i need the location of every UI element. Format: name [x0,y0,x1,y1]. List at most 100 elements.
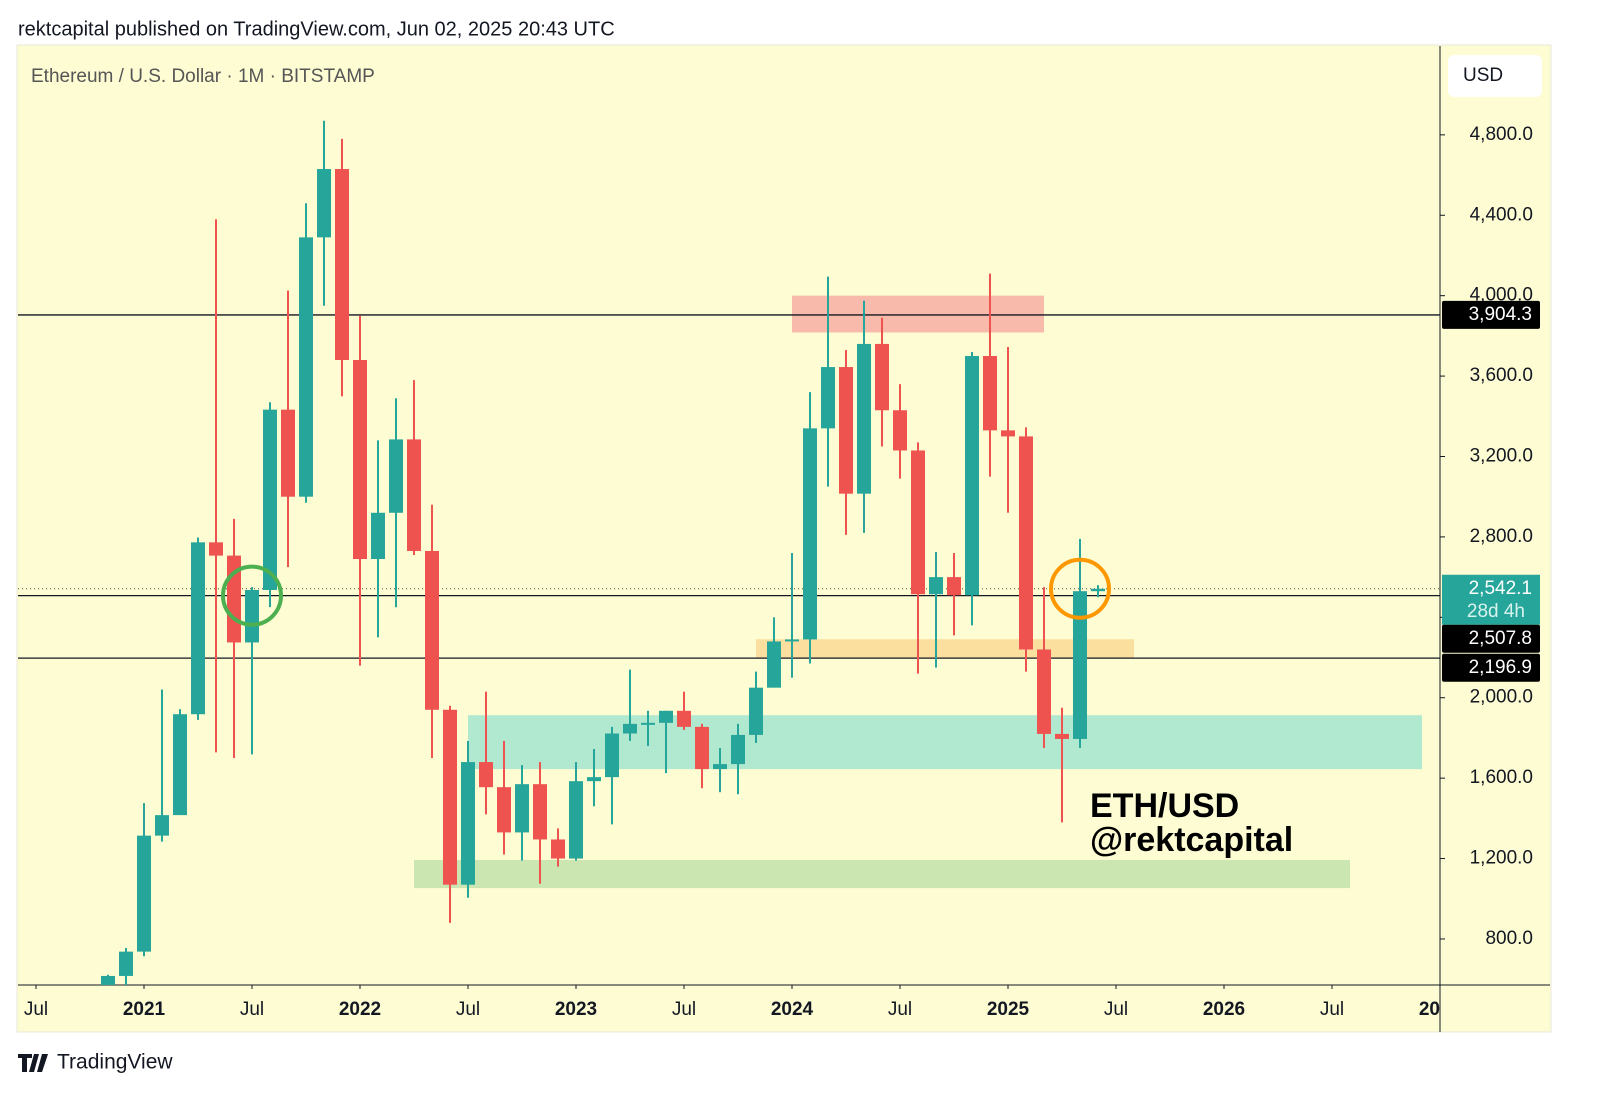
candle-body [821,367,835,429]
candle-body [731,734,745,765]
currency[interactable]: USD [1463,65,1503,86]
candle-body [155,815,169,836]
candle-body [839,367,853,494]
candle-body [587,777,601,782]
candle-body [389,439,403,513]
candle-body [803,428,817,640]
y-tick-label: 4,800.0 [1470,124,1533,145]
candle-body [713,764,727,770]
candle-body [137,835,151,952]
x-tick-label: 2024 [771,999,814,1020]
candle-body [695,726,709,770]
y-tick-label: 1,200.0 [1470,848,1533,869]
candle-body [857,343,871,494]
x-tick-label: Jul [456,999,480,1020]
last-price-label: 2,542.1 [1469,578,1532,599]
candle-body [1091,588,1105,592]
candle-body [443,709,457,885]
x-tick-label: Jul [240,999,264,1020]
last-price-box [1442,574,1540,625]
candle-body [335,169,349,361]
logo [18,1054,48,1072]
candle-body [911,450,925,595]
candle-body [407,439,421,551]
candle-body [983,355,997,431]
candle-body [965,355,979,596]
x-tick-label: Jul [1320,999,1344,1020]
x-tick-label: Jul [1104,999,1128,1020]
candle-body [425,550,439,710]
footer-brand: TradingView [57,1051,173,1074]
zone [792,295,1044,333]
candle-body [353,360,367,560]
candle-body [101,975,115,985]
level-box [1442,300,1540,329]
candle-body [371,512,385,560]
candle-body [1055,733,1069,739]
candle-body [281,409,295,497]
annotation: @rektcapital [1090,821,1293,859]
candle-body [515,784,529,833]
y-tick-label: 3,200.0 [1470,446,1533,467]
candle-body [461,762,475,885]
candle-body [533,784,547,840]
candle-body [119,951,133,976]
x-tick-label: 2021 [123,999,166,1020]
y-tick-label: 4,400.0 [1470,204,1533,225]
y-tick-label: 1,600.0 [1470,767,1533,788]
candle-body [191,542,205,715]
x-tick-label: Jul [24,999,48,1020]
countdown: 28d 4h [1467,601,1525,622]
level-label: 2,196.9 [1469,657,1532,678]
x-tick-label: 2022 [339,999,381,1020]
highlight-circle [1049,557,1111,620]
candle-body [605,733,619,778]
x-tick-label: 2026 [1203,999,1245,1020]
candle-body [767,641,781,688]
currency-box[interactable] [1448,55,1542,97]
chart-title: Ethereum / U.S. Dollar · 1M · BITSTAMP [31,66,375,87]
candle-body [173,714,187,816]
candle-body [929,577,943,595]
candle-body [659,710,673,723]
y-tick-label: 2,000.0 [1470,687,1533,708]
candle-body [209,542,223,556]
level-box [1442,653,1540,682]
candle-body [299,237,313,497]
level-box [1442,624,1540,653]
level-label: 2,507.8 [1469,628,1532,649]
candle-body [1001,430,1015,437]
x-tick-label: Jul [888,999,912,1020]
candle-body [947,577,961,596]
candle-body [641,722,655,725]
candle-body [893,410,907,451]
y-tick-label: 800.0 [1485,928,1533,949]
y-tick-label: 2,800.0 [1470,526,1533,547]
candle-body [551,839,565,859]
candle-body [245,589,259,643]
x-tick-label: Jul [672,999,696,1020]
candle-body [1019,436,1033,650]
candle-body [875,343,889,411]
candle-body [317,169,331,238]
candle-body [263,409,277,590]
candle-body [569,781,583,859]
level-label: 3,904.3 [1469,304,1532,325]
annotation: ETH/USD [1090,787,1239,825]
candle-body [623,723,637,734]
zone [414,859,1350,889]
x-tick-label: 2027 [1419,999,1461,1020]
x-tick-label: 2025 [987,999,1030,1020]
x-tick-label: 2023 [555,999,597,1020]
header: rektcapital published on TradingView.com… [18,18,615,40]
candle-body [749,687,763,735]
candle-body [785,639,799,642]
candle-body [479,762,493,788]
candle-body [1037,649,1051,734]
highlight-circle [221,564,283,627]
candle-body [497,787,511,833]
y-tick-label: 4,000.0 [1470,285,1533,306]
candle-body [677,710,691,727]
candle-body [1073,591,1087,739]
